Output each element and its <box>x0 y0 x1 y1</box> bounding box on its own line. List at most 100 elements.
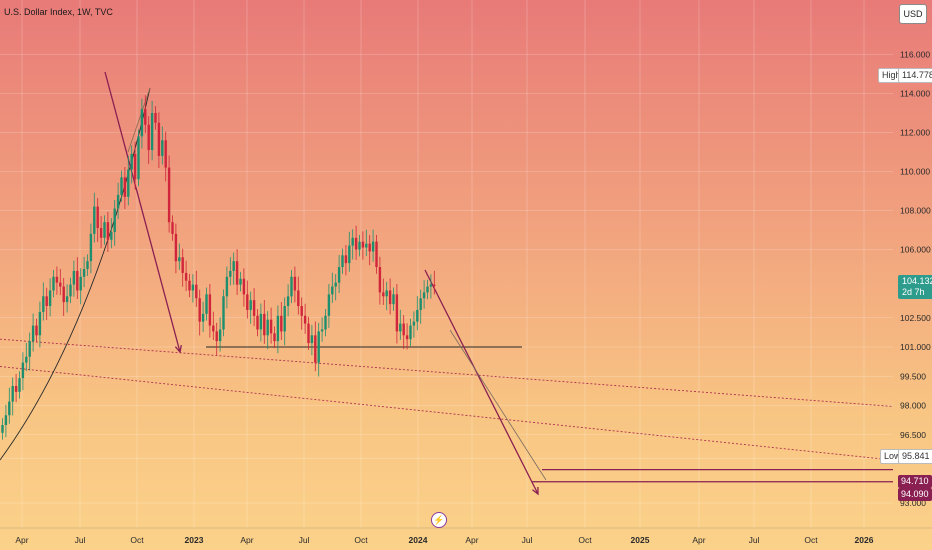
candle-body <box>28 341 31 357</box>
candle-body <box>89 233 93 262</box>
candle-body <box>334 282 337 287</box>
currency-button[interactable]: USD <box>899 4 927 24</box>
candle-body <box>38 311 42 336</box>
candle-body <box>324 315 327 330</box>
candle-body <box>130 153 133 170</box>
time-tick-label: Oct <box>578 535 592 545</box>
dotted-trendline-upper <box>0 338 894 407</box>
candle-body <box>65 296 69 303</box>
candle-body <box>310 335 314 344</box>
candle-body <box>269 319 273 334</box>
candle-body <box>14 386 18 392</box>
price-axis[interactable]: 116.000 114.000 112.000 110.000 108.000 106.0… <box>900 50 931 509</box>
candle-body <box>48 290 52 307</box>
candle-body <box>110 231 113 240</box>
candle-body <box>212 325 215 332</box>
candle-body <box>307 323 310 344</box>
price-tick-label: 96.500 <box>900 430 926 440</box>
time-tick-label: Oct <box>354 535 368 545</box>
price-tick-label: 114.000 <box>900 89 930 99</box>
candle-body <box>11 386 14 402</box>
candle-body <box>62 286 65 303</box>
candle-body <box>433 284 436 286</box>
price-tick-label: 93.000 <box>900 498 926 508</box>
candles <box>1 95 436 440</box>
candle-body <box>157 122 161 156</box>
time-tick-label: 2024 <box>409 535 428 545</box>
time-tick-label: Jul <box>75 535 86 545</box>
candle-body <box>354 237 358 250</box>
candle-body <box>416 309 419 322</box>
candle-body <box>252 300 256 316</box>
candle-body <box>280 315 283 332</box>
candle-body <box>290 276 293 297</box>
arrow-projection-down-head <box>532 486 539 496</box>
high-label: High <box>878 68 905 83</box>
candle-body <box>331 286 334 295</box>
lightning-icon[interactable]: ⚡ <box>431 512 447 528</box>
candle-body <box>341 255 344 268</box>
candle-body <box>21 362 25 379</box>
candle-body <box>327 294 331 316</box>
candle-body <box>55 276 59 283</box>
candle-body <box>144 109 147 125</box>
price-tick-label: 112.000 <box>900 128 930 138</box>
candle-body <box>375 241 378 268</box>
candle-body <box>42 296 45 312</box>
candle-body <box>358 241 361 250</box>
candle-body <box>273 333 276 342</box>
candle-body <box>205 294 208 314</box>
candle-body <box>99 228 103 238</box>
candle-body <box>242 278 246 295</box>
candle-body <box>147 124 150 151</box>
candle-body <box>195 284 198 299</box>
curved-trendline <box>0 87 151 461</box>
candle-body <box>127 169 130 197</box>
candle-body <box>320 329 324 332</box>
price-tick-label: 108.000 <box>900 206 931 216</box>
grid <box>0 0 893 528</box>
candle-body <box>399 323 402 332</box>
target-price-1: 94.710 <box>898 475 932 488</box>
candle-body <box>113 208 116 232</box>
candle-body <box>82 269 86 277</box>
candle-body <box>225 276 229 297</box>
candle-body <box>103 222 106 238</box>
candle-body <box>191 284 195 291</box>
candle-body <box>218 329 222 342</box>
candle-body <box>337 267 341 283</box>
arrow-projection-down <box>424 269 539 495</box>
candle-body <box>198 298 201 322</box>
price-tick-label: 99.500 <box>900 371 926 381</box>
candle-body <box>382 292 385 297</box>
candle-body <box>348 245 351 264</box>
candle-body <box>300 306 303 316</box>
candle-body <box>1 425 4 433</box>
time-tick-label: 2026 <box>855 535 874 545</box>
candle-body <box>361 241 365 248</box>
candle-body <box>259 313 263 330</box>
candle-body <box>181 257 184 273</box>
candle-body <box>86 261 89 269</box>
candle-body <box>79 276 82 291</box>
candle-body <box>215 331 218 342</box>
candle-body <box>222 296 225 330</box>
candle-body <box>422 292 426 299</box>
dotted-trendline-lower <box>0 366 894 461</box>
candle-body <box>123 177 127 197</box>
candle-body <box>239 278 242 285</box>
time-axis[interactable]: Apr Jul Oct 2023 Apr Jul Oct 2024 Apr Jul Oct 2025 A… <box>15 535 873 545</box>
candle-body <box>365 243 368 248</box>
candle-body <box>266 319 269 336</box>
candle-body <box>344 255 348 264</box>
time-tick-label: Oct <box>130 535 144 545</box>
candle-body <box>368 243 371 252</box>
candle-body <box>409 325 412 340</box>
candle-body <box>232 261 235 271</box>
time-tick-label: 2025 <box>631 535 650 545</box>
time-tick-label: Apr <box>15 535 28 545</box>
candle-body <box>317 331 320 363</box>
candle-body <box>419 298 422 310</box>
